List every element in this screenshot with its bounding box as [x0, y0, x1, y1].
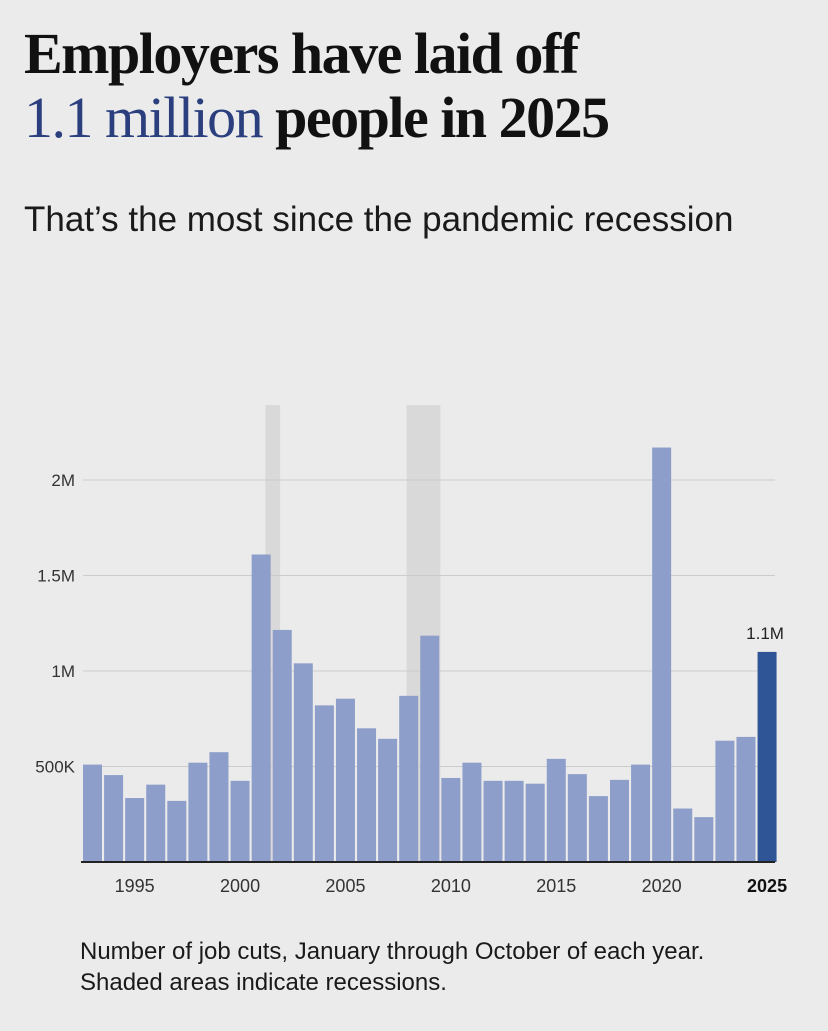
bar — [588, 796, 608, 862]
y-tick-label: 2M — [51, 471, 75, 490]
x-axis-labels: 1995 2000 2005 2010 2015 2020 2025 — [115, 876, 787, 896]
bar-highlight — [757, 651, 777, 862]
x-tick-label: 2010 — [431, 876, 471, 896]
x-tick-label: 2015 — [536, 876, 576, 896]
bar — [104, 775, 124, 862]
bar — [251, 554, 271, 862]
bar — [441, 777, 461, 862]
x-tick-label: 1995 — [115, 876, 155, 896]
bar — [715, 740, 735, 862]
bar — [610, 779, 629, 862]
bar — [567, 774, 587, 862]
headline-line2: people in 2025 — [262, 85, 610, 150]
y-axis-labels: 500K 1M 1.5M 2M — [35, 471, 75, 777]
bar — [420, 635, 440, 862]
y-tick-label: 1M — [51, 662, 75, 681]
x-tick-label: 2005 — [325, 876, 365, 896]
headline: Employers have laid off 1.1 million peopl… — [24, 22, 814, 150]
data-labels: 1.1M — [746, 624, 784, 643]
x-tick-label: 2025 — [747, 876, 787, 896]
bar — [188, 762, 208, 862]
bars — [83, 447, 777, 862]
bar — [314, 705, 334, 862]
bar — [230, 780, 250, 862]
y-tick-label: 500K — [35, 758, 75, 777]
bar — [546, 758, 566, 862]
bar — [652, 447, 672, 862]
bar — [673, 808, 693, 862]
bar — [83, 764, 102, 862]
footnote: Number of job cuts, January through Octo… — [80, 936, 810, 998]
bar — [335, 698, 355, 862]
bar — [483, 780, 503, 862]
bar — [504, 780, 524, 862]
bar — [272, 629, 292, 862]
bar — [357, 728, 377, 862]
footnote-line2: Shaded areas indicate recessions. — [80, 969, 447, 996]
footnote-line1: Number of job cuts, January through Octo… — [80, 938, 705, 965]
bar — [525, 783, 545, 862]
bar — [293, 663, 313, 862]
bar — [399, 695, 419, 862]
x-tick-label: 2020 — [642, 876, 682, 896]
data-label: 1.1M — [746, 624, 784, 643]
subtitle: That’s the most since the pandemic reces… — [24, 200, 734, 239]
headline-highlight: 1.1 million — [24, 85, 264, 150]
bar — [209, 752, 229, 862]
y-tick-label: 1.5M — [37, 567, 75, 586]
bar — [125, 798, 145, 862]
x-tick-label: 2000 — [220, 876, 260, 896]
bar — [736, 736, 756, 862]
bar — [378, 738, 398, 862]
bar-chart: 500K 1M 1.5M 2M 1.1M 1995 2000 2005 2010 2015 20… — [35, 405, 787, 896]
headline-line1: Employers have laid off — [24, 21, 579, 86]
bar — [167, 800, 187, 862]
bar — [462, 762, 482, 862]
bar — [694, 817, 714, 862]
bar — [631, 764, 651, 862]
bar — [146, 784, 166, 862]
